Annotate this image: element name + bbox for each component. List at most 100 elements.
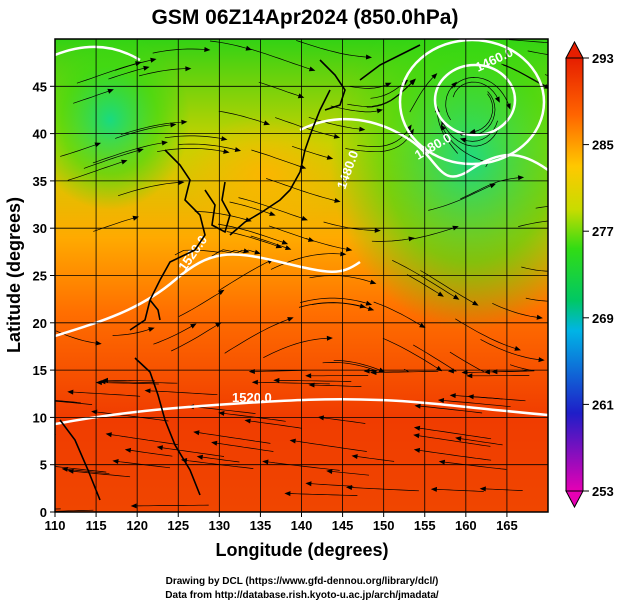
- streamline: [417, 405, 483, 414]
- streamline-arrow: [494, 96, 500, 103]
- streamline-arrow: [281, 239, 289, 245]
- streamline: [133, 504, 209, 507]
- y-tick-label: 10: [33, 410, 47, 425]
- streamline: [178, 291, 223, 317]
- streamline: [433, 488, 484, 492]
- x-tick-label: 135: [250, 518, 272, 533]
- colorbar-tick-label: 253: [592, 484, 614, 499]
- streamline-arrow: [121, 159, 128, 165]
- streamline-arrow: [440, 124, 446, 131]
- streamline-arrow: [112, 459, 119, 464]
- x-tick-label: 160: [455, 518, 477, 533]
- streamline-arrow: [204, 47, 211, 52]
- streamline: [298, 302, 364, 308]
- streamline: [265, 461, 340, 471]
- streamline: [98, 382, 159, 385]
- streamline-arrow: [467, 394, 474, 400]
- streamline-arrow: [449, 393, 456, 399]
- streamline: [308, 483, 354, 487]
- streamline: [287, 493, 358, 496]
- y-tick-label: 15: [33, 363, 47, 378]
- streamline: [449, 351, 485, 373]
- streamline-arrow: [211, 440, 218, 446]
- streamline: [157, 148, 227, 153]
- streamline-arrow: [13, 395, 19, 400]
- streamline-arrow: [359, 126, 366, 132]
- streamline: [254, 381, 330, 385]
- plot-area: 1520.0 1520.0 1480.0 1480.0 1460.0: [13, 39, 602, 512]
- streamline: [250, 235, 289, 249]
- streamline-arrow: [469, 128, 476, 134]
- streamline: [83, 149, 141, 169]
- streamline: [127, 449, 173, 457]
- streamline-arrow: [137, 148, 144, 153]
- streamline-arrow: [95, 340, 102, 346]
- streamline: [159, 446, 225, 457]
- streamline: [501, 63, 548, 88]
- streamline-arrow: [406, 124, 412, 131]
- streamline: [238, 197, 306, 220]
- cold-region-east: [330, 39, 548, 330]
- streamline: [196, 431, 271, 444]
- streamline-arrow: [536, 314, 543, 320]
- streamline-arrow: [135, 61, 142, 67]
- colorbar-tick-label: 277: [592, 224, 614, 239]
- streamline: [194, 211, 249, 221]
- streamline-arrow: [596, 82, 602, 87]
- streamline-arrow: [346, 485, 353, 490]
- streamline-arrow: [437, 291, 444, 297]
- streamline: [462, 120, 498, 142]
- streamline: [508, 39, 548, 43]
- y-tick-label: 5: [40, 458, 47, 473]
- streamline: [345, 131, 413, 153]
- streamline: [174, 249, 247, 256]
- y-axis-label: Latitude (degrees): [4, 197, 24, 353]
- streamline: [412, 226, 457, 240]
- streamline: [55, 474, 56, 475]
- streamline: [366, 81, 414, 108]
- colorbar-tick-label: 261: [592, 397, 614, 412]
- streamline: [416, 427, 492, 440]
- streamline: [218, 110, 268, 125]
- streamline-arrow: [190, 323, 197, 329]
- streamline: [171, 323, 220, 352]
- streamline-arrow: [409, 78, 416, 85]
- streamline: [217, 223, 286, 244]
- streamline: [371, 238, 412, 242]
- streamline-arrow: [244, 418, 251, 424]
- streamline: [263, 337, 330, 359]
- streamline-arrow: [514, 346, 521, 351]
- streamline-arrow: [374, 227, 381, 233]
- streamline-arrow: [287, 317, 294, 322]
- streamline-arrow: [466, 373, 473, 379]
- streamline: [114, 59, 154, 71]
- streamline: [451, 77, 510, 108]
- streamline: [347, 80, 415, 107]
- streamline: [472, 93, 494, 133]
- streamline: [373, 370, 439, 373]
- streamline: [213, 442, 274, 452]
- x-tick-label: 145: [332, 518, 354, 533]
- streamline-arrow: [156, 445, 163, 451]
- streamline: [309, 275, 374, 284]
- streamline-arrow: [459, 137, 467, 143]
- streamline: [247, 420, 302, 429]
- streamline-arrow: [223, 149, 230, 154]
- streamline: [329, 470, 370, 476]
- streamline-arrow: [455, 436, 462, 442]
- streamline: [442, 121, 500, 147]
- streamline-arrow: [251, 379, 258, 385]
- streamline-arrow: [430, 486, 437, 492]
- streamline: [55, 400, 93, 405]
- streamline-arrow: [317, 415, 324, 421]
- streamline: [55, 466, 107, 473]
- streamline-arrow: [245, 45, 252, 51]
- streamline-arrow: [413, 425, 421, 431]
- x-tick-label: 115: [86, 518, 107, 533]
- streamline: [333, 359, 383, 372]
- streamline: [60, 143, 99, 157]
- streamline: [276, 380, 352, 382]
- streamline: [413, 344, 457, 372]
- streamline: [320, 417, 366, 424]
- streamline-arrow: [453, 294, 460, 300]
